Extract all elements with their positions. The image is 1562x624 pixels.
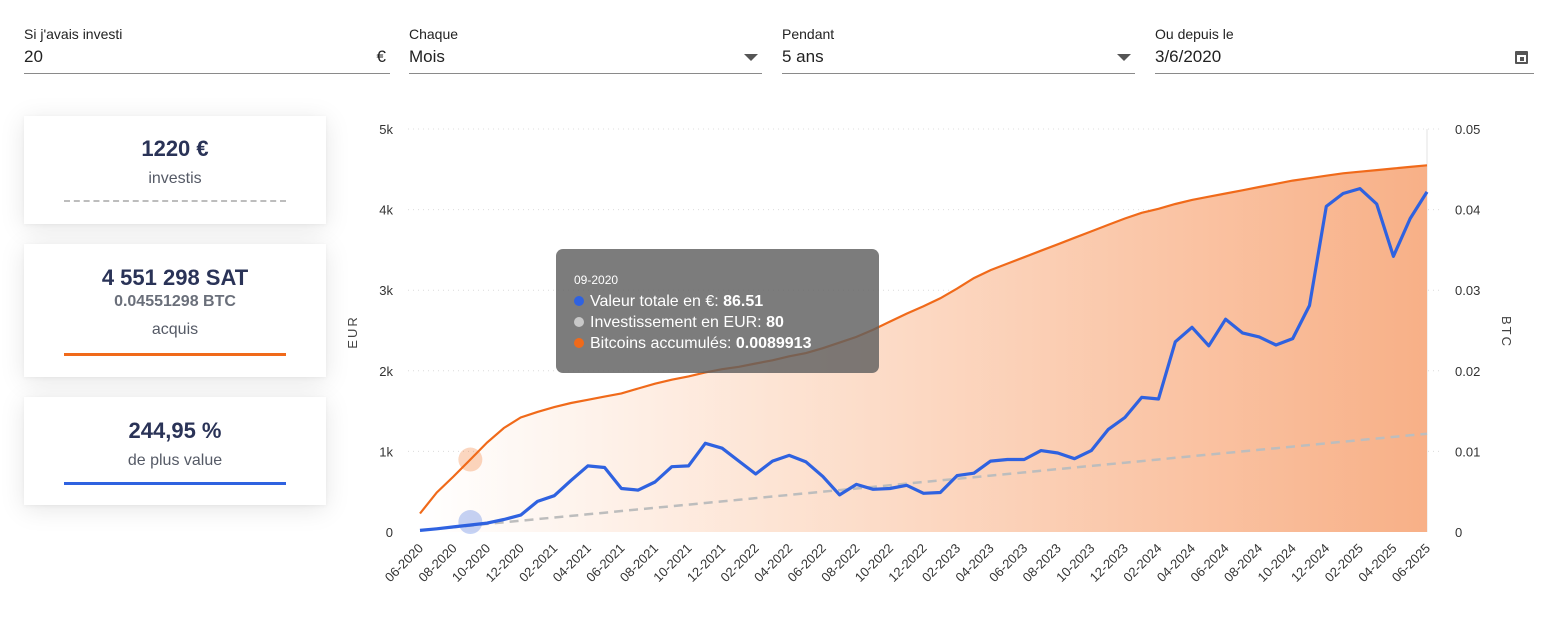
invested-divider	[64, 200, 286, 202]
tooltip-label: Valeur totale en €:	[590, 293, 724, 310]
currency-suffix: €	[376, 47, 386, 66]
invested-caption: investis	[148, 170, 202, 187]
tooltip-value: 86.51	[723, 293, 764, 310]
y-tick-label: 3k	[379, 283, 393, 298]
gain-percent: 244,95 %	[128, 418, 222, 443]
gain-divider	[64, 482, 286, 485]
duration-value[interactable]: 5 ans	[782, 47, 824, 66]
btc-area	[420, 165, 1427, 533]
start-date-input[interactable]: 3/6/2020	[1155, 47, 1222, 66]
tooltip-row-invest: Investissement en EUR: 80	[574, 312, 879, 333]
btc-line	[419, 164, 1428, 515]
start-date-label: Ou depuis le	[1155, 26, 1234, 42]
tooltip-label: Bitcoins accumulés:	[590, 335, 736, 352]
gain-caption: de plus value	[127, 452, 223, 469]
amount-field[interactable]: Si j'avais investi 20 €	[24, 22, 390, 74]
calendar-icon[interactable]	[1515, 51, 1528, 64]
amount-input[interactable]: 20	[24, 47, 43, 66]
y2-tick-label: 0	[1455, 525, 1462, 540]
series-dot-icon	[574, 317, 584, 327]
y2-tick-label: 0.02	[1455, 364, 1480, 379]
y-axis-label: EUR	[345, 315, 360, 348]
frequency-value[interactable]: Mois	[409, 47, 445, 66]
start-date-field[interactable]: Ou depuis le 3/6/2020	[1155, 22, 1534, 74]
tooltip-value: 80	[766, 314, 784, 331]
y-tick-label: 5k	[379, 122, 393, 137]
duration-select[interactable]: Pendant 5 ans	[782, 22, 1135, 74]
amount-label: Si j'avais investi	[24, 26, 123, 42]
duration-label: Pendant	[782, 26, 835, 42]
series-dot-icon	[574, 296, 584, 306]
frequency-select[interactable]: Chaque Mois	[409, 22, 762, 74]
y2-axis-label: BTC	[1499, 316, 1514, 348]
y-tick-label: 1k	[379, 444, 393, 459]
acquired-sat: 4 551 298 SAT	[101, 265, 249, 290]
y2-tick-label: 0.03	[1455, 283, 1480, 298]
chevron-down-icon[interactable]	[1117, 54, 1131, 61]
y2-tick-label: 0.01	[1455, 444, 1480, 459]
tooltip-label: Investissement en EUR:	[590, 314, 767, 331]
btc-hover-marker	[458, 447, 483, 472]
invested-amount: 1220 €	[141, 136, 209, 161]
invest-line	[419, 432, 1428, 532]
gain-card: 244,95 % de plus value	[24, 397, 326, 505]
series-dot-icon	[574, 338, 584, 348]
tooltip-row-btc: Bitcoins accumulés: 0.0089913	[574, 333, 879, 354]
tooltip-row-value: Valeur totale en €: 86.51	[574, 291, 879, 312]
acquired-divider	[64, 353, 286, 356]
chart-tooltip: 09-2020 Valeur totale en €: 86.51 Invest…	[556, 249, 879, 373]
invested-card: 1220 € investis	[24, 116, 326, 224]
tooltip-value: 0.0089913	[735, 335, 812, 352]
chevron-down-icon[interactable]	[744, 54, 758, 61]
y2-tick-label: 0.04	[1455, 203, 1480, 218]
acquired-card: 4 551 298 SAT 0.04551298 BTC acquis	[24, 244, 326, 377]
y-tick-label: 0	[386, 525, 393, 540]
value-hover-marker	[458, 510, 483, 535]
acquired-btc: 0.04551298 BTC	[114, 293, 236, 310]
frequency-label: Chaque	[409, 26, 459, 42]
value-line	[419, 187, 1429, 532]
y2-tick-label: 0.05	[1455, 122, 1480, 137]
tooltip-title: 09-2020	[574, 273, 619, 287]
y-tick-label: 4k	[379, 203, 393, 218]
acquired-caption: acquis	[151, 321, 199, 338]
y-tick-label: 2k	[379, 364, 393, 379]
